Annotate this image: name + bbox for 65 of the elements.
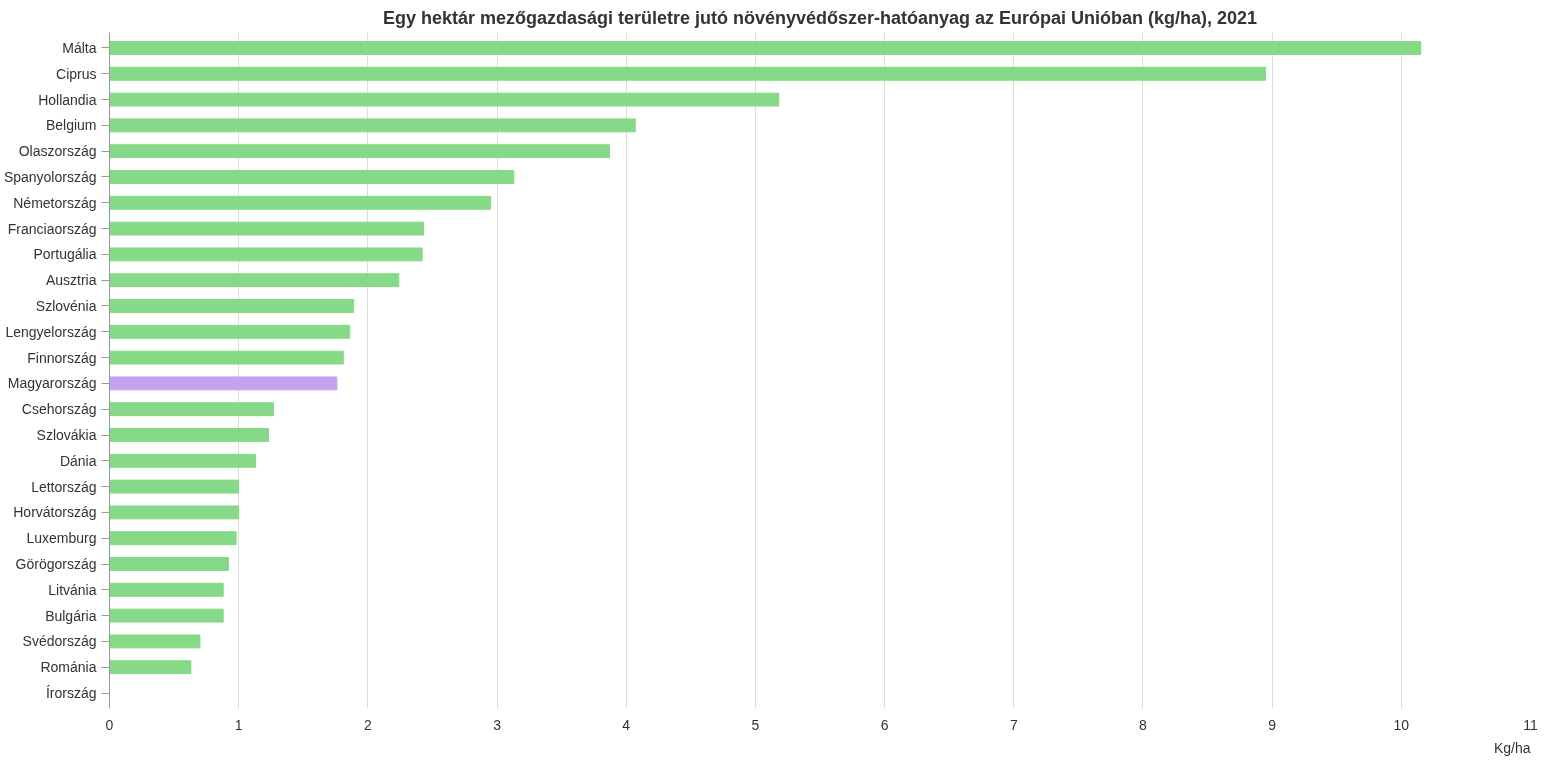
bar <box>109 505 240 520</box>
bar <box>109 273 400 288</box>
x-tick-label: 5 <box>751 716 760 733</box>
bar <box>109 92 780 107</box>
y-tick-label: Románia <box>40 659 97 676</box>
x-tick-label: 1 <box>234 716 243 733</box>
bar <box>109 376 338 391</box>
x-tick-label: 11 <box>1523 716 1538 733</box>
bar <box>109 195 492 210</box>
x-tick-label: 6 <box>880 716 889 733</box>
y-tick-label: Olaszország <box>18 143 97 160</box>
bar <box>109 660 192 675</box>
x-tick-label: 7 <box>1009 716 1018 733</box>
y-tick-label: Lengyelország <box>5 323 97 340</box>
x-tick-label: 8 <box>1139 716 1148 733</box>
y-tick-label: Csehország <box>21 401 97 418</box>
y-tick-label: Litvánia <box>48 581 97 598</box>
bar <box>109 170 515 184</box>
y-tick-label: Magyarország <box>7 375 97 392</box>
x-tick-label: 0 <box>105 716 114 733</box>
bar <box>109 402 275 417</box>
y-tick-label: Németország <box>13 194 97 211</box>
bar <box>109 582 224 597</box>
bar <box>109 118 636 133</box>
x-tick-label: 10 <box>1393 716 1410 733</box>
y-tick-label: Belgium <box>45 117 97 134</box>
y-tick-label: Dánia <box>59 452 97 469</box>
y-tick-label: Portugália <box>33 246 97 263</box>
bar <box>109 66 1267 81</box>
bar <box>109 479 240 494</box>
bar <box>109 299 355 313</box>
y-tick-label: Szlovákia <box>36 427 97 443</box>
y-tick-label: Bulgária <box>45 607 97 624</box>
bar <box>109 453 256 468</box>
y-tick-label: Horvátország <box>13 504 97 521</box>
x-axis-title: Kg/ha <box>1493 739 1531 756</box>
bar <box>109 247 423 262</box>
y-tick-label: Málta <box>62 39 97 56</box>
bar <box>109 350 344 365</box>
y-tick-label: Görögország <box>15 556 97 573</box>
y-tick-label: Luxemburg <box>26 530 97 547</box>
x-tick-label: 2 <box>363 716 372 733</box>
x-tick-label: 4 <box>622 716 631 733</box>
x-tick-label: 3 <box>493 716 502 733</box>
y-tick-label: Svédország <box>22 633 97 650</box>
bar <box>109 531 237 546</box>
y-tick-label: Írország <box>45 685 97 702</box>
bar <box>109 634 201 649</box>
bar <box>109 144 610 159</box>
bar <box>109 428 269 442</box>
bar <box>109 41 1422 55</box>
chart-title: Egy hektár mezőgazdasági területre jutó növényvédőszer-hatóanyag az Európai Unióban (kg/ha), 2021 <box>382 7 1258 28</box>
x-tick-label: 9 <box>1268 716 1277 733</box>
y-tick-label: Ciprus <box>56 65 97 82</box>
y-tick-label: Franciaország <box>7 220 97 237</box>
y-tick-label: Finnország <box>27 349 97 366</box>
y-tick-label: Spanyolország <box>3 168 97 185</box>
bar <box>109 324 351 339</box>
bar <box>109 557 229 571</box>
y-tick-label: Szlovénia <box>35 298 97 314</box>
y-tick-label: Hollandia <box>38 91 97 108</box>
bar <box>109 608 224 623</box>
y-tick-label: Ausztria <box>45 272 97 289</box>
y-tick-label: Lettország <box>31 478 97 495</box>
bar <box>109 221 424 236</box>
